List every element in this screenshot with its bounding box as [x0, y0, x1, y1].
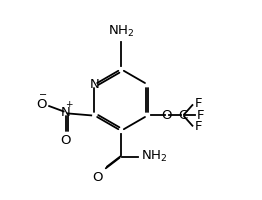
Text: F: F [197, 109, 205, 122]
Text: O: O [161, 109, 172, 122]
Text: N: N [90, 78, 99, 91]
Text: N: N [61, 106, 70, 119]
Text: +: + [65, 100, 72, 109]
Text: O: O [36, 98, 46, 111]
Text: O: O [60, 134, 71, 147]
Text: NH$_2$: NH$_2$ [108, 24, 134, 39]
Text: F: F [195, 97, 202, 110]
Text: F: F [195, 120, 202, 133]
Text: C: C [178, 109, 188, 122]
Text: −: − [39, 90, 47, 100]
Text: NH$_2$: NH$_2$ [141, 148, 167, 164]
Text: O: O [92, 171, 103, 184]
